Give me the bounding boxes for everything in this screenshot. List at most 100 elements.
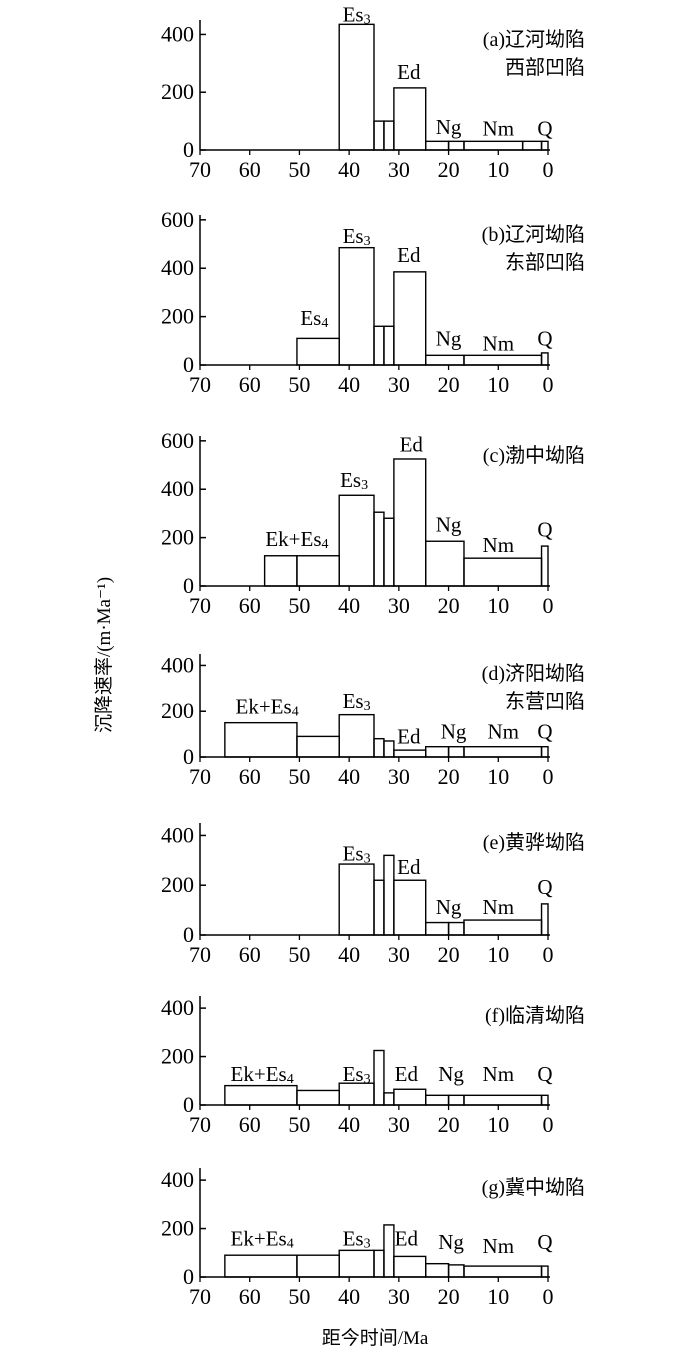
bar	[373, 737, 385, 758]
bar	[224, 1084, 298, 1106]
stratum-label: Q	[537, 1230, 552, 1254]
x-tick-label: 20	[438, 764, 460, 789]
bar	[383, 325, 395, 366]
stratum-label: Nm	[488, 720, 520, 744]
x-tick-label: 60	[239, 593, 261, 618]
x-tick-label: 50	[288, 1112, 310, 1137]
x-tick-label: 30	[388, 764, 410, 789]
x-tick-label: 70	[189, 372, 211, 397]
x-tick-label: 70	[189, 157, 211, 182]
stratum-label: Q	[537, 117, 552, 141]
bar	[373, 511, 385, 587]
x-tick-label: 0	[543, 942, 554, 967]
x-tick-label: 50	[288, 942, 310, 967]
bar	[540, 140, 549, 151]
x-tick-label: 60	[239, 1112, 261, 1137]
bar	[296, 1254, 340, 1278]
y-tick-label: 400	[161, 255, 194, 280]
bar	[383, 1092, 395, 1106]
stratum-label: Ed	[397, 243, 421, 267]
bar	[463, 1094, 543, 1106]
bar	[383, 120, 395, 151]
x-tick-label: 50	[288, 764, 310, 789]
bar	[296, 337, 340, 366]
y-tick-label: 200	[161, 698, 194, 723]
x-tick-label: 50	[288, 157, 310, 182]
stratum-label: Nm	[483, 331, 515, 355]
stratum-label: Q	[537, 720, 552, 744]
bar	[296, 735, 340, 758]
x-tick-label: 0	[543, 1112, 554, 1137]
stratum-label: Es3	[343, 2, 371, 27]
bar	[425, 746, 450, 758]
y-tick-label: 400	[161, 1167, 194, 1192]
x-tick-label: 60	[239, 372, 261, 397]
y-tick-label: 600	[161, 428, 194, 453]
bar	[338, 23, 375, 151]
stratum-label: Ek+Es4	[236, 695, 299, 720]
y-tick-label: 200	[161, 79, 194, 104]
x-tick-label: 40	[338, 942, 360, 967]
x-tick-label: 0	[543, 764, 554, 789]
bar	[425, 1262, 450, 1278]
x-tick-label: 70	[189, 942, 211, 967]
y-tick-label: 0	[183, 744, 194, 769]
stratum-label: Nm	[483, 117, 515, 141]
chart-panel: 0 200 400 70 60 50 40 30 20 10 0 (e)黄骅坳陷 Es3 Ed Ng Nm Q	[161, 822, 585, 967]
stratum-label: Ng	[436, 115, 462, 139]
x-tick-label: 0	[543, 1284, 554, 1309]
x-tick-label: 20	[438, 942, 460, 967]
panel-title: (d)济阳坳陷	[482, 662, 585, 685]
chart-panel: 0 200 400 600 70 60 50 40 30 20 10 0 (c)渤中坳陷 Ek+Es4 Es…	[161, 428, 585, 618]
bar	[393, 1088, 427, 1106]
bar	[224, 1254, 298, 1278]
x-tick-label: 70	[189, 1112, 211, 1137]
bar	[338, 863, 375, 936]
panel-subtitle: 东部凹陷	[505, 251, 585, 274]
stratum-label: Ed	[397, 60, 421, 84]
y-tick-label: 400	[161, 995, 194, 1020]
panel-title: (c)渤中坳陷	[483, 444, 585, 467]
x-tick-label: 10	[487, 764, 509, 789]
bar	[393, 879, 427, 936]
stratum-label: Nm	[483, 1234, 515, 1258]
stratum-label: Q	[537, 517, 552, 541]
bar	[425, 540, 465, 587]
bar	[540, 1094, 549, 1106]
stratum-label: Es3	[343, 1227, 371, 1252]
panel-subtitle: 东营凹陷	[505, 690, 585, 713]
bar	[393, 271, 427, 366]
x-tick-label: 0	[543, 593, 554, 618]
bar	[425, 921, 450, 936]
bar	[393, 458, 427, 587]
x-tick-label: 70	[189, 1284, 211, 1309]
x-tick-label: 10	[487, 942, 509, 967]
x-tick-label: 70	[189, 764, 211, 789]
bar	[296, 555, 340, 587]
x-tick-label: 40	[338, 157, 360, 182]
x-tick-label: 20	[438, 1284, 460, 1309]
panel-title: (g)冀中坳陷	[482, 1176, 585, 1199]
bar	[463, 354, 543, 366]
x-tick-label: 50	[288, 1284, 310, 1309]
bar	[373, 1249, 385, 1278]
panel-subtitle: 西部凹陷	[505, 56, 585, 79]
stratum-label: Es3	[340, 468, 368, 493]
x-tick-label: 40	[338, 372, 360, 397]
stratum-label: Ng	[436, 895, 462, 919]
bar	[224, 721, 298, 758]
stratum-label: Q	[537, 327, 552, 351]
y-tick-label: 200	[161, 304, 194, 329]
y-tick-label: 200	[161, 1216, 194, 1241]
bar	[383, 517, 395, 587]
bar	[540, 746, 549, 758]
bar	[373, 120, 385, 151]
bar	[540, 352, 549, 366]
x-tick-label: 20	[438, 1112, 460, 1137]
stratum-label: Ed	[395, 1062, 419, 1086]
x-tick-label: 40	[338, 764, 360, 789]
y-tick-label: 400	[161, 652, 194, 677]
x-tick-label: 70	[189, 593, 211, 618]
